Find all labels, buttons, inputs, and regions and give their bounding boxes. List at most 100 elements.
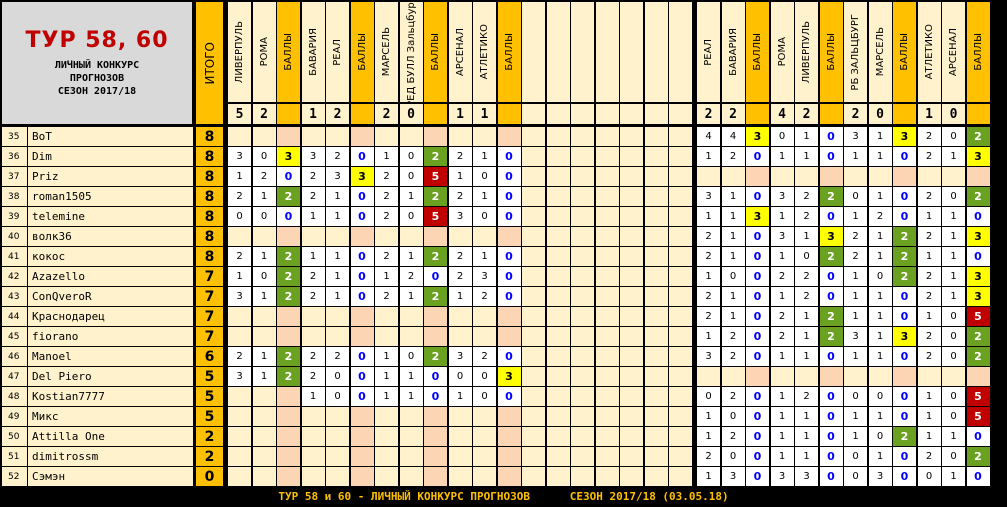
row-number: 47 [2,367,27,386]
spacer-cell [669,447,692,466]
points-header-L8: БАЛЛЫ [424,2,447,102]
participant-name: Azazello [28,267,193,286]
points-cell: 2 [277,247,300,266]
prediction-cell: 2 [473,287,496,306]
prediction-cell [448,127,472,146]
row-number: 35 [2,127,27,146]
prediction-cell: 3 [844,327,867,346]
spacer-cell [620,267,643,286]
points-cell [424,427,447,446]
points-cell: 0 [350,247,374,266]
match-result-R9: 1 [917,104,941,124]
points-cell: 0 [966,427,990,446]
points-header-L11: БАЛЛЫ [497,2,521,102]
prediction-cell: 1 [252,287,276,306]
prediction-cell: 1 [868,227,892,246]
points-cell: 0 [497,287,521,306]
team-header-L1-label: РОМА [258,37,270,67]
team-header-R3-label: РОМА [776,37,788,67]
prediction-cell [326,407,349,426]
prediction-cell [844,367,867,386]
prediction-cell: 1 [917,307,941,326]
row-number: 39 [2,207,27,226]
team-header-L0: ЛИВЕРПУЛЬ [228,2,251,102]
participant-name: Микс [28,407,193,426]
participant-name: Краснодарец [28,307,193,326]
prediction-cell: 1 [844,407,867,426]
points-cell: 2 [893,247,916,266]
points-cell [497,447,521,466]
prediction-cell [399,327,423,346]
prediction-cell: 2 [721,327,745,346]
prediction-cell: 1 [697,407,720,426]
prediction-cell: 2 [697,447,720,466]
points-cell [424,447,447,466]
points-cell: 0 [893,447,916,466]
points-cell: 0 [497,347,521,366]
points-cell: 3 [746,127,769,146]
points-cell [819,167,843,186]
spacer-cell [571,347,594,366]
spacer-cell [644,247,668,266]
prediction-cell: 0 [942,327,965,346]
team-header-R1-label: БАВАРИЯ [727,28,739,76]
spacer-cell [522,467,545,486]
points-header-L5-label: БАЛЛЫ [356,33,368,71]
participant-name: telemine [28,207,193,226]
prediction-cell: 0 [399,347,423,366]
prediction-cell: 1 [868,247,892,266]
points-cell: 0 [893,387,916,406]
spacer-cell [595,327,619,346]
prediction-cell: 4 [697,127,720,146]
spacer-result-0 [522,104,545,124]
participant-name: fiorano [28,327,193,346]
spacer-cell [571,307,594,326]
prediction-cell: 1 [252,347,276,366]
points-cell: 2 [893,267,916,286]
points-cell: 3 [966,227,990,246]
prediction-cell: 2 [448,187,472,206]
team-header-R7: МАРСЕЛЬ [868,2,892,102]
points-cell: 5 [966,307,990,326]
prediction-cell [252,127,276,146]
prediction-cell [252,327,276,346]
points-cell [497,227,521,246]
prediction-cell: 1 [301,247,325,266]
spacer-cell [546,187,570,206]
points-cell: 0 [746,247,769,266]
prediction-cell: 2 [399,267,423,286]
spacer-cell [522,347,545,366]
row-number: 42 [2,267,27,286]
spacer-cell [620,227,643,246]
team-header-R6: РБ ЗАЛЬЦБУРГ [844,2,867,102]
prediction-cell [375,407,398,426]
spacer-cell [595,287,619,306]
prediction-cell [770,367,794,386]
spacer-cell [644,467,668,486]
row-number: 48 [2,387,27,406]
prediction-cell: 1 [252,187,276,206]
prediction-cell: 1 [697,147,720,166]
prediction-cell [326,447,349,466]
title-line-3: СЕЗОН 2017/18 [57,86,137,97]
spacer-cell [669,467,692,486]
prediction-cell: 0 [917,467,941,486]
match-result-L6: 2 [375,104,398,124]
points-cell: 0 [497,387,521,406]
participant-name: Attilla One [28,427,193,446]
prediction-cell: 1 [721,307,745,326]
spacer-cell [595,147,619,166]
row-number: 36 [2,147,27,166]
prediction-cell: 1 [721,287,745,306]
prediction-cell: 2 [770,267,794,286]
spacer-cell [522,307,545,326]
prediction-cell [375,327,398,346]
points-cell [819,367,843,386]
points-cell: 5 [966,407,990,426]
prediction-cell: 2 [795,207,818,226]
spacer-cell [644,227,668,246]
participant-name: dimitrossm [28,447,193,466]
points-cell: 2 [966,347,990,366]
prediction-cell: 1 [326,187,349,206]
points-cell [277,227,300,246]
